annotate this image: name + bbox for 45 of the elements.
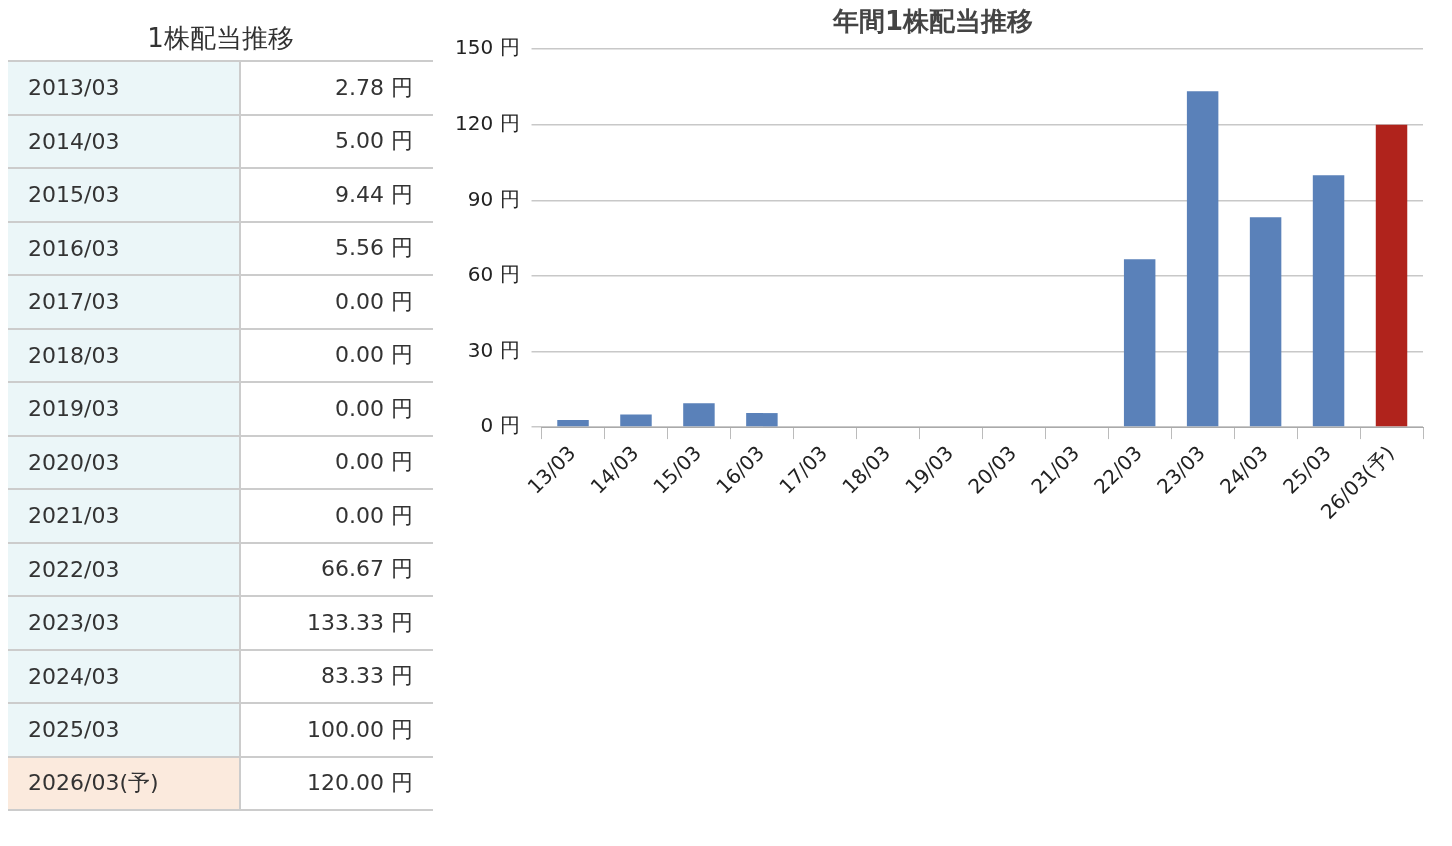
- text: 2.78 円: [335, 74, 413, 100]
- category-label: 2015/03: [8, 168, 240, 222]
- text: 5.56 円: [335, 235, 413, 261]
- y-tick-label: 120 円: [455, 110, 520, 135]
- category-label: 2021/03: [8, 489, 240, 543]
- y-tick-label: 90 円: [467, 186, 520, 211]
- category-label: 2013/03: [8, 61, 240, 115]
- category-label: 2018/03: [8, 328, 240, 382]
- text: 66.67 円: [321, 556, 413, 582]
- category-label: 2020/03: [8, 435, 240, 489]
- text: 1株配当推移: [146, 22, 295, 55]
- chart-title: 年間1株配当推移: [831, 6, 1034, 37]
- text: 100.00 円: [307, 716, 413, 742]
- y-tick-label: 0 円: [480, 413, 520, 438]
- category-label: 2016/03: [8, 221, 240, 275]
- bar: [1123, 259, 1156, 427]
- bar: [683, 403, 715, 427]
- bar: [1375, 124, 1408, 427]
- text: 9.44 円: [335, 181, 413, 207]
- category-label: 2017/03: [8, 275, 240, 329]
- category-label: 2026/03(予): [8, 756, 240, 810]
- text: 120.00 円: [307, 770, 413, 796]
- text: 133.33 円: [307, 609, 413, 635]
- text: 0.00 円: [335, 449, 413, 475]
- category-label: 2019/03: [8, 382, 240, 436]
- text: 0.00 円: [335, 342, 413, 368]
- text: 0.00 円: [335, 395, 413, 421]
- bar: [620, 414, 652, 427]
- y-tick-label: 150 円: [455, 35, 520, 60]
- category-label: 2014/03: [8, 114, 240, 168]
- text: 0.00 円: [335, 288, 413, 314]
- text: 5.00 円: [335, 128, 413, 154]
- category-label: 2023/03: [8, 596, 240, 650]
- y-tick-label: 60 円: [467, 262, 520, 287]
- category-label: 2024/03: [8, 649, 240, 703]
- bar: [1312, 175, 1345, 427]
- bar: [1186, 91, 1219, 427]
- y-tick-label: 30 円: [467, 337, 520, 362]
- category-label: 2025/03: [8, 703, 240, 757]
- text: 0.00 円: [335, 502, 413, 528]
- category-label: 2022/03: [8, 542, 240, 596]
- bar: [557, 420, 589, 427]
- bar: [1249, 217, 1282, 427]
- text: 83.33 円: [321, 663, 413, 689]
- bar: [746, 413, 778, 427]
